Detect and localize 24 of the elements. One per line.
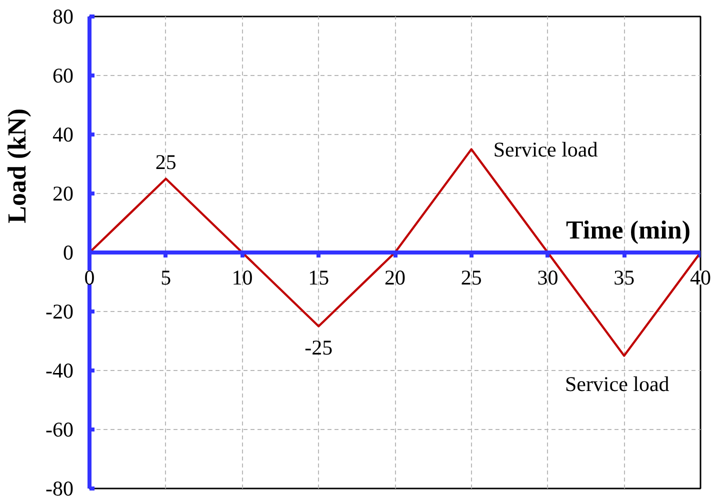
x-tick-label: 40: [690, 266, 711, 290]
y-tick-label: 0: [63, 240, 74, 264]
x-tick-label: 10: [232, 266, 253, 290]
y-tick-label: -20: [46, 300, 74, 324]
data-label: 25: [155, 150, 176, 174]
data-label: -25: [304, 335, 333, 360]
y-tick-label: -40: [46, 358, 74, 382]
annotation: Service load: [493, 137, 598, 162]
x-axis-title: Time (min): [566, 216, 690, 244]
y-tick-label: 60: [52, 64, 74, 88]
x-tick-label: 25: [460, 266, 482, 290]
y-tick-label: 20: [52, 182, 74, 206]
x-tick-label: 15: [308, 266, 330, 290]
y-axis-title: Load (kN): [2, 108, 32, 224]
x-tick-label: 20: [384, 266, 406, 290]
x-tick-label: 30: [537, 266, 558, 290]
x-tick-label: 0: [84, 266, 95, 290]
y-tick-label: -80: [46, 476, 74, 499]
x-tick-label: 5: [160, 266, 172, 290]
annotation: Service load: [564, 372, 670, 396]
y-tick-label: 80: [52, 4, 74, 28]
y-tick-label: 40: [52, 122, 74, 146]
y-tick-label: -60: [46, 418, 74, 442]
x-tick-label: 35: [614, 266, 635, 290]
